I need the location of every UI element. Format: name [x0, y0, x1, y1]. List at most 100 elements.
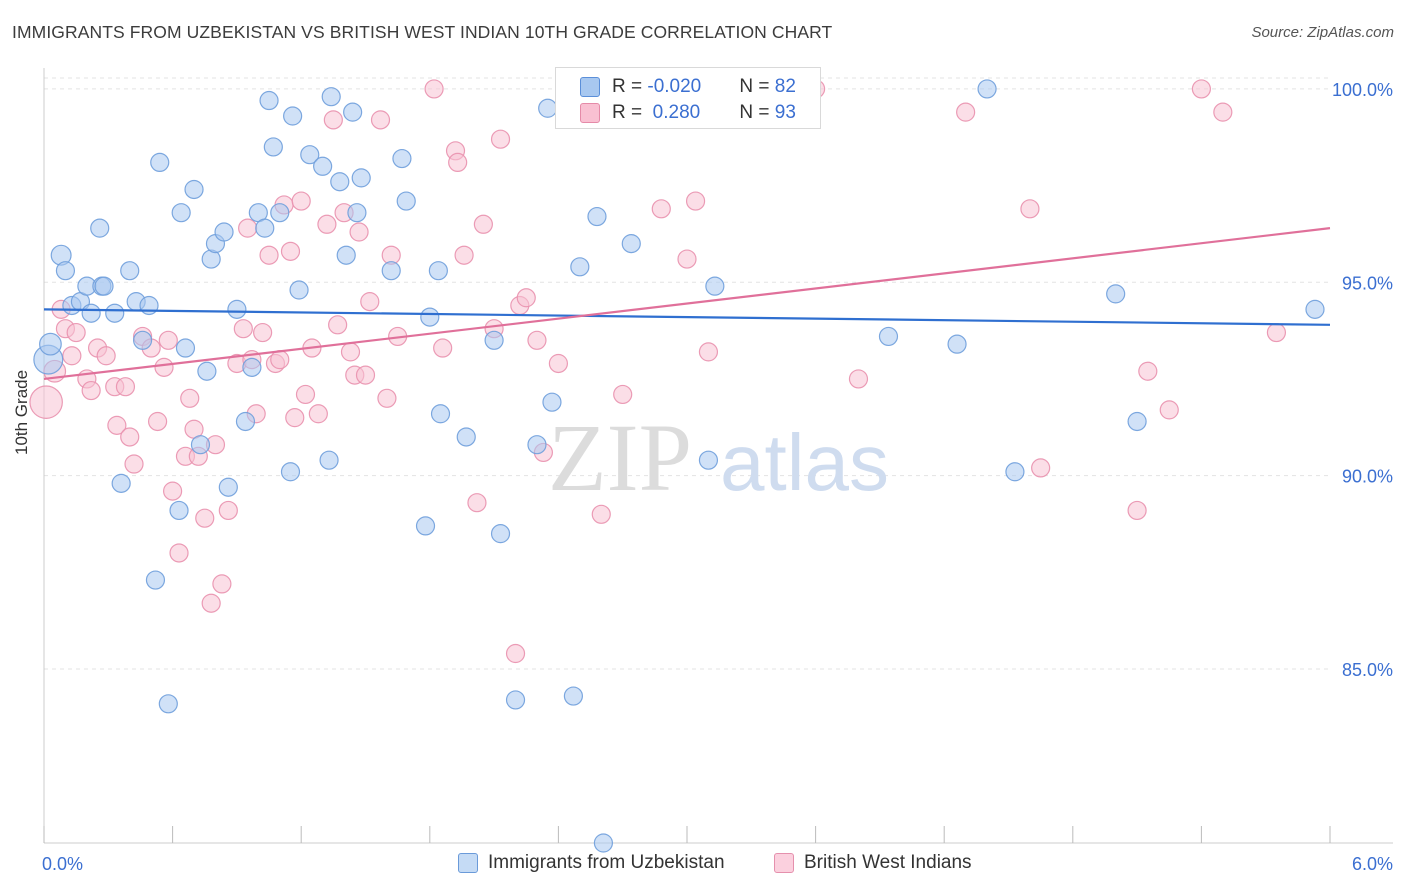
point-uzbekistan — [171, 203, 191, 223]
point-british-west-indians — [115, 377, 136, 397]
point-uzbekistan — [263, 137, 283, 157]
point-british-west-indians — [280, 241, 301, 261]
point-uzbekistan — [343, 102, 363, 122]
point-british-west-indians — [677, 249, 697, 269]
point-british-west-indians — [516, 288, 536, 308]
point-british-west-indians — [169, 543, 189, 563]
point-british-west-indians — [848, 369, 869, 389]
stats-r-value: -0.020 — [647, 76, 702, 97]
point-british-west-indians — [1020, 199, 1040, 219]
point-uzbekistan — [39, 332, 62, 356]
point-uzbekistan — [55, 261, 76, 281]
point-british-west-indians — [96, 346, 116, 366]
y-tick-label: 90.0% — [1342, 467, 1393, 487]
point-uzbekistan — [90, 218, 110, 238]
legend-label-british-west-indians: British West Indians — [804, 852, 972, 873]
point-uzbekistan — [947, 334, 967, 354]
legend-item-uzbekistan[interactable]: Immigrants from Uzbekistan — [458, 852, 725, 874]
watermark-zip: ZIP — [548, 404, 692, 511]
point-uzbekistan — [289, 280, 309, 300]
point-uzbekistan — [197, 361, 217, 381]
point-uzbekistan — [705, 276, 725, 296]
point-uzbekistan — [538, 98, 558, 118]
point-uzbekistan — [698, 450, 719, 470]
point-uzbekistan — [175, 338, 196, 358]
point-uzbekistan — [169, 500, 189, 521]
point-british-west-indians — [238, 218, 258, 238]
legend-item-british-west-indians[interactable]: British West Indians — [774, 852, 972, 874]
point-british-west-indians — [323, 110, 343, 130]
point-british-west-indians — [340, 342, 361, 362]
y-axis-label: 10th Grade — [12, 369, 31, 455]
point-uzbekistan — [300, 145, 320, 165]
point-uzbekistan — [977, 79, 997, 99]
y-tick-label: 100.0% — [1332, 80, 1393, 100]
point-british-west-indians — [548, 353, 569, 374]
tick-labels: 85.0% 90.0% 95.0% 100.0% 0.0% 6.0% — [42, 80, 1393, 874]
point-british-west-indians — [956, 102, 976, 122]
point-british-west-indians — [158, 330, 178, 350]
point-british-west-indians — [1127, 500, 1147, 521]
point-uzbekistan — [1106, 284, 1126, 304]
point-uzbekistan — [255, 218, 275, 238]
point-uzbekistan — [330, 172, 350, 192]
point-uzbekistan — [1005, 462, 1025, 482]
y-tick-label: 85.0% — [1342, 660, 1393, 680]
point-uzbekistan — [392, 148, 412, 169]
stats-r-label: R = — [612, 76, 648, 97]
point-british-west-indians — [81, 380, 101, 401]
point-british-west-indians — [291, 191, 311, 211]
point-uzbekistan — [351, 168, 371, 188]
point-british-west-indians — [613, 384, 633, 405]
point-uzbekistan — [430, 404, 451, 424]
point-british-west-indians — [454, 245, 474, 265]
stats-row-uzbekistan: R = -0.020 N = 82 — [580, 75, 796, 99]
watermark-atlas: atlas — [720, 418, 889, 507]
point-british-west-indians — [107, 415, 127, 435]
point-british-west-indians — [433, 338, 453, 358]
point-uzbekistan — [878, 326, 899, 347]
point-british-west-indians — [1213, 102, 1233, 122]
source-label: Source: ZipAtlas.com — [1251, 24, 1394, 41]
point-uzbekistan — [150, 152, 170, 173]
point-uzbekistan — [242, 357, 262, 377]
point-uzbekistan — [321, 87, 341, 107]
point-british-west-indians — [473, 214, 493, 234]
point-british-west-indians — [1031, 458, 1051, 478]
point-uzbekistan — [218, 477, 238, 497]
point-uzbekistan — [542, 392, 562, 412]
point-uzbekistan — [111, 473, 131, 493]
x-tick-label: 6.0% — [1352, 854, 1393, 874]
point-british-west-indians — [349, 222, 369, 242]
point-uzbekistan — [420, 307, 440, 327]
point-uzbekistan — [428, 261, 448, 281]
point-british-west-indians — [29, 385, 63, 419]
point-uzbekistan — [415, 516, 436, 536]
point-uzbekistan — [145, 570, 166, 590]
point-british-west-indians — [360, 292, 380, 312]
stats-n-label: N = — [739, 102, 775, 123]
point-uzbekistan — [235, 411, 256, 432]
watermark: ZIP atlas — [548, 404, 889, 511]
point-british-west-indians — [195, 508, 215, 528]
point-british-west-indians — [253, 322, 273, 343]
stats-r-value: 0.280 — [647, 102, 701, 123]
point-british-west-indians — [270, 350, 290, 370]
point-british-west-indians — [218, 500, 238, 521]
stats-swatch-uzbekistan — [580, 77, 600, 97]
point-uzbekistan — [347, 203, 367, 223]
x-tick-label: 0.0% — [42, 854, 83, 874]
point-british-west-indians — [154, 357, 174, 377]
point-british-west-indians — [591, 504, 611, 524]
point-british-west-indians — [1159, 400, 1179, 420]
point-british-west-indians — [448, 152, 468, 173]
stats-swatch-british-west-indians — [580, 103, 600, 123]
trend-line-uzbekistan — [43, 308, 1331, 326]
point-british-west-indians — [377, 388, 397, 408]
point-uzbekistan — [456, 427, 476, 447]
point-british-west-indians — [651, 199, 671, 219]
point-british-west-indians — [467, 493, 487, 513]
stats-box: R = -0.020 N = 82 R = 0.280 N = 93 — [555, 67, 821, 129]
point-british-west-indians — [685, 191, 706, 211]
point-british-west-indians — [424, 79, 444, 99]
